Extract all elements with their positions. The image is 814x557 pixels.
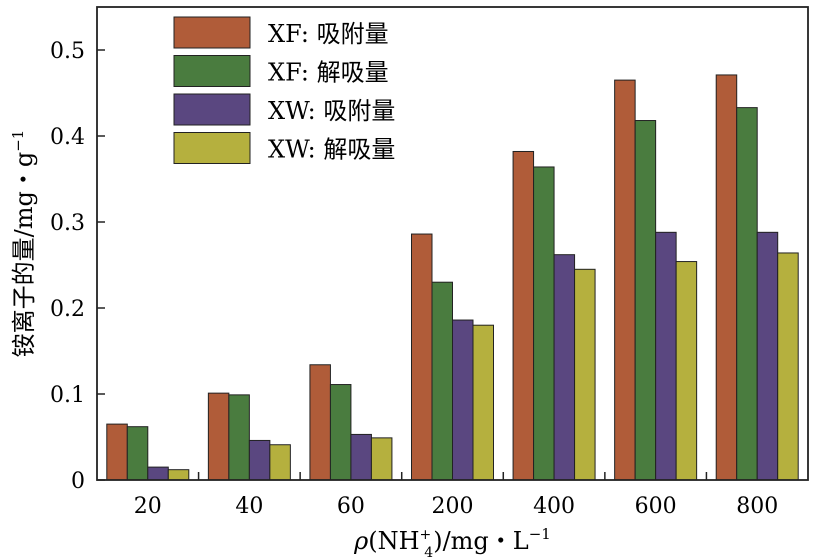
bar-s3-c1 (269, 444, 291, 481)
legend-label-0: XF: 吸附量 (268, 20, 389, 48)
bar-s0-c6 (715, 74, 738, 481)
legend: XF: 吸附量 XF: 解吸量 XW: 吸附量 XW: 解吸量 (173, 16, 395, 164)
bar-s3-c0 (167, 469, 190, 481)
y-axis-label: 铵离子的量/mg・g−1 (9, 130, 38, 358)
legend-swatch-0 (173, 16, 251, 49)
legend-swatch-1 (173, 55, 251, 87)
bar-s1-c2 (329, 384, 352, 481)
x-tick-label: 20 (134, 494, 162, 519)
bars-group (106, 74, 799, 481)
bar-s1-c6 (736, 107, 758, 481)
bar-s0-c5 (614, 79, 636, 481)
bar-s2-c2 (350, 433, 372, 481)
bar-s0-c1 (207, 392, 230, 481)
bar-s2-c3 (452, 319, 474, 481)
bar-s3-c3 (472, 324, 494, 481)
legend-label-1: XF: 解吸量 (268, 59, 389, 87)
bar-s3-c4 (574, 268, 596, 481)
bar-s0-c4 (512, 150, 535, 481)
bar-s3-c2 (370, 437, 393, 481)
plot-frame (96, 6, 809, 481)
bar-s2-c4 (553, 254, 576, 481)
bar-s1-c0 (126, 426, 149, 481)
y-tick-label: 0.3 (50, 211, 85, 236)
bar-s2-c6 (756, 231, 779, 481)
legend-label-2: XW: 吸附量 (268, 97, 395, 125)
axes-group: 0 0.1 0.2 0.3 0.4 0.5 20 40 60 200 400 600 800 (50, 6, 809, 519)
bar-s2-c0 (147, 466, 169, 481)
bar-s1-c1 (228, 394, 250, 481)
y-tick-label: 0.2 (50, 297, 85, 322)
x-tick-label: 200 (432, 494, 474, 519)
y-tick-label: 0 (71, 469, 85, 494)
bar-s1-c5 (634, 120, 657, 481)
bar-s3-c5 (675, 261, 698, 481)
y-tick-label: 0.5 (50, 39, 85, 64)
x-tick-label: 400 (533, 494, 575, 519)
legend-swatch-2 (173, 93, 251, 126)
legend-label-3: XW: 解吸量 (268, 136, 395, 164)
bar-s0-c3 (411, 233, 433, 481)
legend-swatch-3 (173, 132, 251, 164)
bar-s1-c4 (533, 166, 555, 481)
y-tick-label: 0.1 (50, 383, 85, 408)
bar-s2-c5 (655, 231, 677, 481)
x-tick-label: 60 (337, 494, 365, 519)
bar-s1-c3 (431, 281, 453, 481)
x-tick-label: 800 (736, 494, 778, 519)
bar-s0-c0 (106, 423, 128, 481)
bar-s3-c6 (777, 252, 799, 481)
bar-s0-c2 (309, 364, 331, 481)
x-tick-label: 600 (635, 494, 677, 519)
y-tick-label: 0.4 (50, 125, 85, 150)
x-axis-label: ρ(NH+ 4)/mg・L−1 (353, 525, 551, 557)
bar-s2-c1 (248, 439, 271, 481)
x-tick-label: 40 (235, 494, 263, 519)
